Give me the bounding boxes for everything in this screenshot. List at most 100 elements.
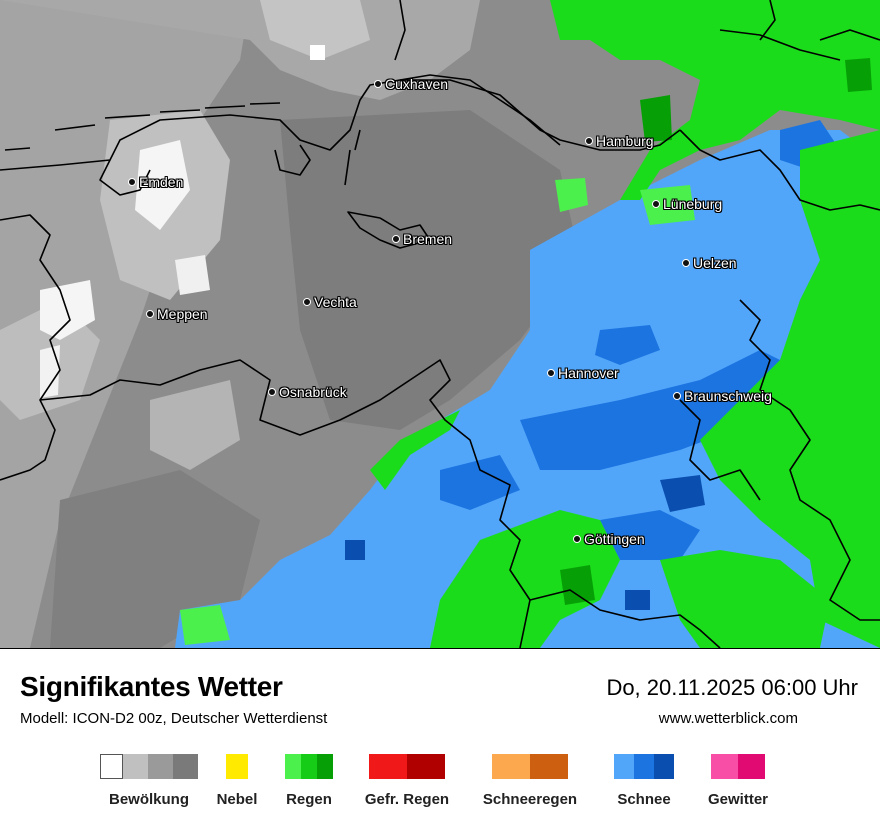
legend-swatch xyxy=(634,754,654,779)
city-label: Cuxhaven xyxy=(385,76,449,92)
city-label: Hannover xyxy=(558,365,619,381)
rain-moderate-2 xyxy=(560,565,595,605)
coastline-north xyxy=(0,79,681,171)
dark-cloud-area-central xyxy=(280,110,580,430)
legend-swatch xyxy=(614,754,634,779)
city-meppen: Meppen xyxy=(146,306,208,322)
city-vechta: Vechta xyxy=(303,294,357,310)
legend-swatch xyxy=(407,754,445,779)
legend-swatch xyxy=(173,754,198,779)
legend-swatches xyxy=(206,754,268,779)
city-label: Göttingen xyxy=(584,531,645,547)
city-emden: Emden xyxy=(128,174,183,190)
snow-heavy-2 xyxy=(345,540,365,560)
city-marker xyxy=(673,392,681,400)
border-top-east xyxy=(394,0,880,61)
legend-sleet: Schneeregen xyxy=(468,754,592,808)
legend-swatch xyxy=(369,754,407,779)
legend-swatch xyxy=(738,754,765,779)
legend-swatch xyxy=(530,754,568,779)
legend-swatches xyxy=(604,754,684,779)
city-marker xyxy=(682,259,690,267)
clear-patch-3 xyxy=(175,255,210,295)
dark-cloud-area-south xyxy=(50,470,260,648)
legend-swatch xyxy=(123,754,148,779)
city-marker xyxy=(547,369,555,377)
border-east-south xyxy=(739,299,880,621)
legend-swatches xyxy=(100,754,198,779)
snow-moderate-1 xyxy=(595,325,660,365)
snow-heavy-3 xyxy=(625,590,650,610)
city-marker xyxy=(303,298,311,306)
elbe-estuary xyxy=(399,74,561,146)
legend-thunderstorm: Gewitter xyxy=(694,754,782,808)
weather-map: Cuxhaven Hamburg Emden Lüneburg Bremen U… xyxy=(0,0,880,649)
website-link[interactable]: www.wetterblick.com xyxy=(658,710,798,727)
legend-swatch xyxy=(301,754,317,779)
snow-moderate-4 xyxy=(440,455,520,510)
city-label: Uelzen xyxy=(693,255,737,271)
legend-label: Regen xyxy=(286,791,332,808)
model-source-text: Modell: ICON-D2 00z, Deutscher Wetterdie… xyxy=(20,710,328,727)
snow-area xyxy=(175,130,880,648)
border-harz xyxy=(679,399,761,501)
map-title: Signifikantes Wetter xyxy=(20,671,283,702)
rain-light-3 xyxy=(180,605,230,645)
rain-light-1 xyxy=(555,178,588,212)
city-label: Vechta xyxy=(314,294,357,310)
city-braunschweig: Braunschweig xyxy=(673,388,772,404)
legend-label: Gewitter xyxy=(707,791,768,808)
rain-moderate-1 xyxy=(640,95,672,142)
rain-area-east xyxy=(700,130,880,648)
border-nrw xyxy=(39,359,531,648)
lighter-cloud-patch-2 xyxy=(260,0,370,60)
city-label: Meppen xyxy=(157,306,208,322)
legend-swatch xyxy=(711,754,738,779)
legend-swatch xyxy=(285,754,301,779)
legend-swatch xyxy=(492,754,530,779)
snow-moderate-5 xyxy=(600,510,700,560)
city-marker xyxy=(652,200,660,208)
border-bremen xyxy=(347,211,431,249)
border-south xyxy=(529,589,721,648)
legend-swatch xyxy=(317,754,333,779)
border-northeast-inner xyxy=(719,29,841,61)
legend-label: Gefr. Regen xyxy=(364,791,450,808)
city-hamburg: Hamburg xyxy=(585,133,654,149)
city-label: Osnabrück xyxy=(279,384,347,400)
border-west-nl xyxy=(0,214,71,481)
city-marker xyxy=(585,137,593,145)
legend-cloud-cover: Bewölkung xyxy=(100,754,198,808)
city-label: Lüneburg xyxy=(663,196,723,212)
legend-label: Schneeregen xyxy=(482,791,578,808)
frisian-islands xyxy=(4,102,281,151)
city-bremen: Bremen xyxy=(392,231,452,247)
legend-fog: Nebel xyxy=(206,754,268,808)
legend-swatches xyxy=(694,754,782,779)
city-marker xyxy=(268,388,276,396)
legend-snow: Schnee xyxy=(604,754,684,808)
legend-swatch xyxy=(226,754,248,779)
legend-label: Bewölkung xyxy=(108,791,189,808)
rain-edge-west xyxy=(370,410,460,490)
legend-label: Nebel xyxy=(216,791,258,808)
legend-swatches xyxy=(468,754,592,779)
city-hannover: Hannover xyxy=(547,365,619,381)
city-label: Emden xyxy=(139,174,184,190)
city-marker xyxy=(392,235,400,243)
city-marker xyxy=(573,535,581,543)
border-east xyxy=(679,129,880,211)
legend-swatches xyxy=(352,754,462,779)
rain-moderate-3 xyxy=(845,58,872,92)
forecast-datetime: Do, 20.11.2025 06:00 Uhr xyxy=(606,675,858,700)
legend-label: Schnee xyxy=(617,791,671,808)
city-label: Bremen xyxy=(403,231,453,247)
rain-area-southeast xyxy=(660,550,830,648)
city-osnabrueck: Osnabrück xyxy=(268,384,347,400)
legend-rain: Regen xyxy=(276,754,342,808)
jade-bay xyxy=(274,144,311,176)
legend-swatch xyxy=(100,754,123,779)
legend-swatches xyxy=(276,754,342,779)
city-lueneburg: Lüneburg xyxy=(652,196,722,212)
legend-swatch xyxy=(148,754,173,779)
